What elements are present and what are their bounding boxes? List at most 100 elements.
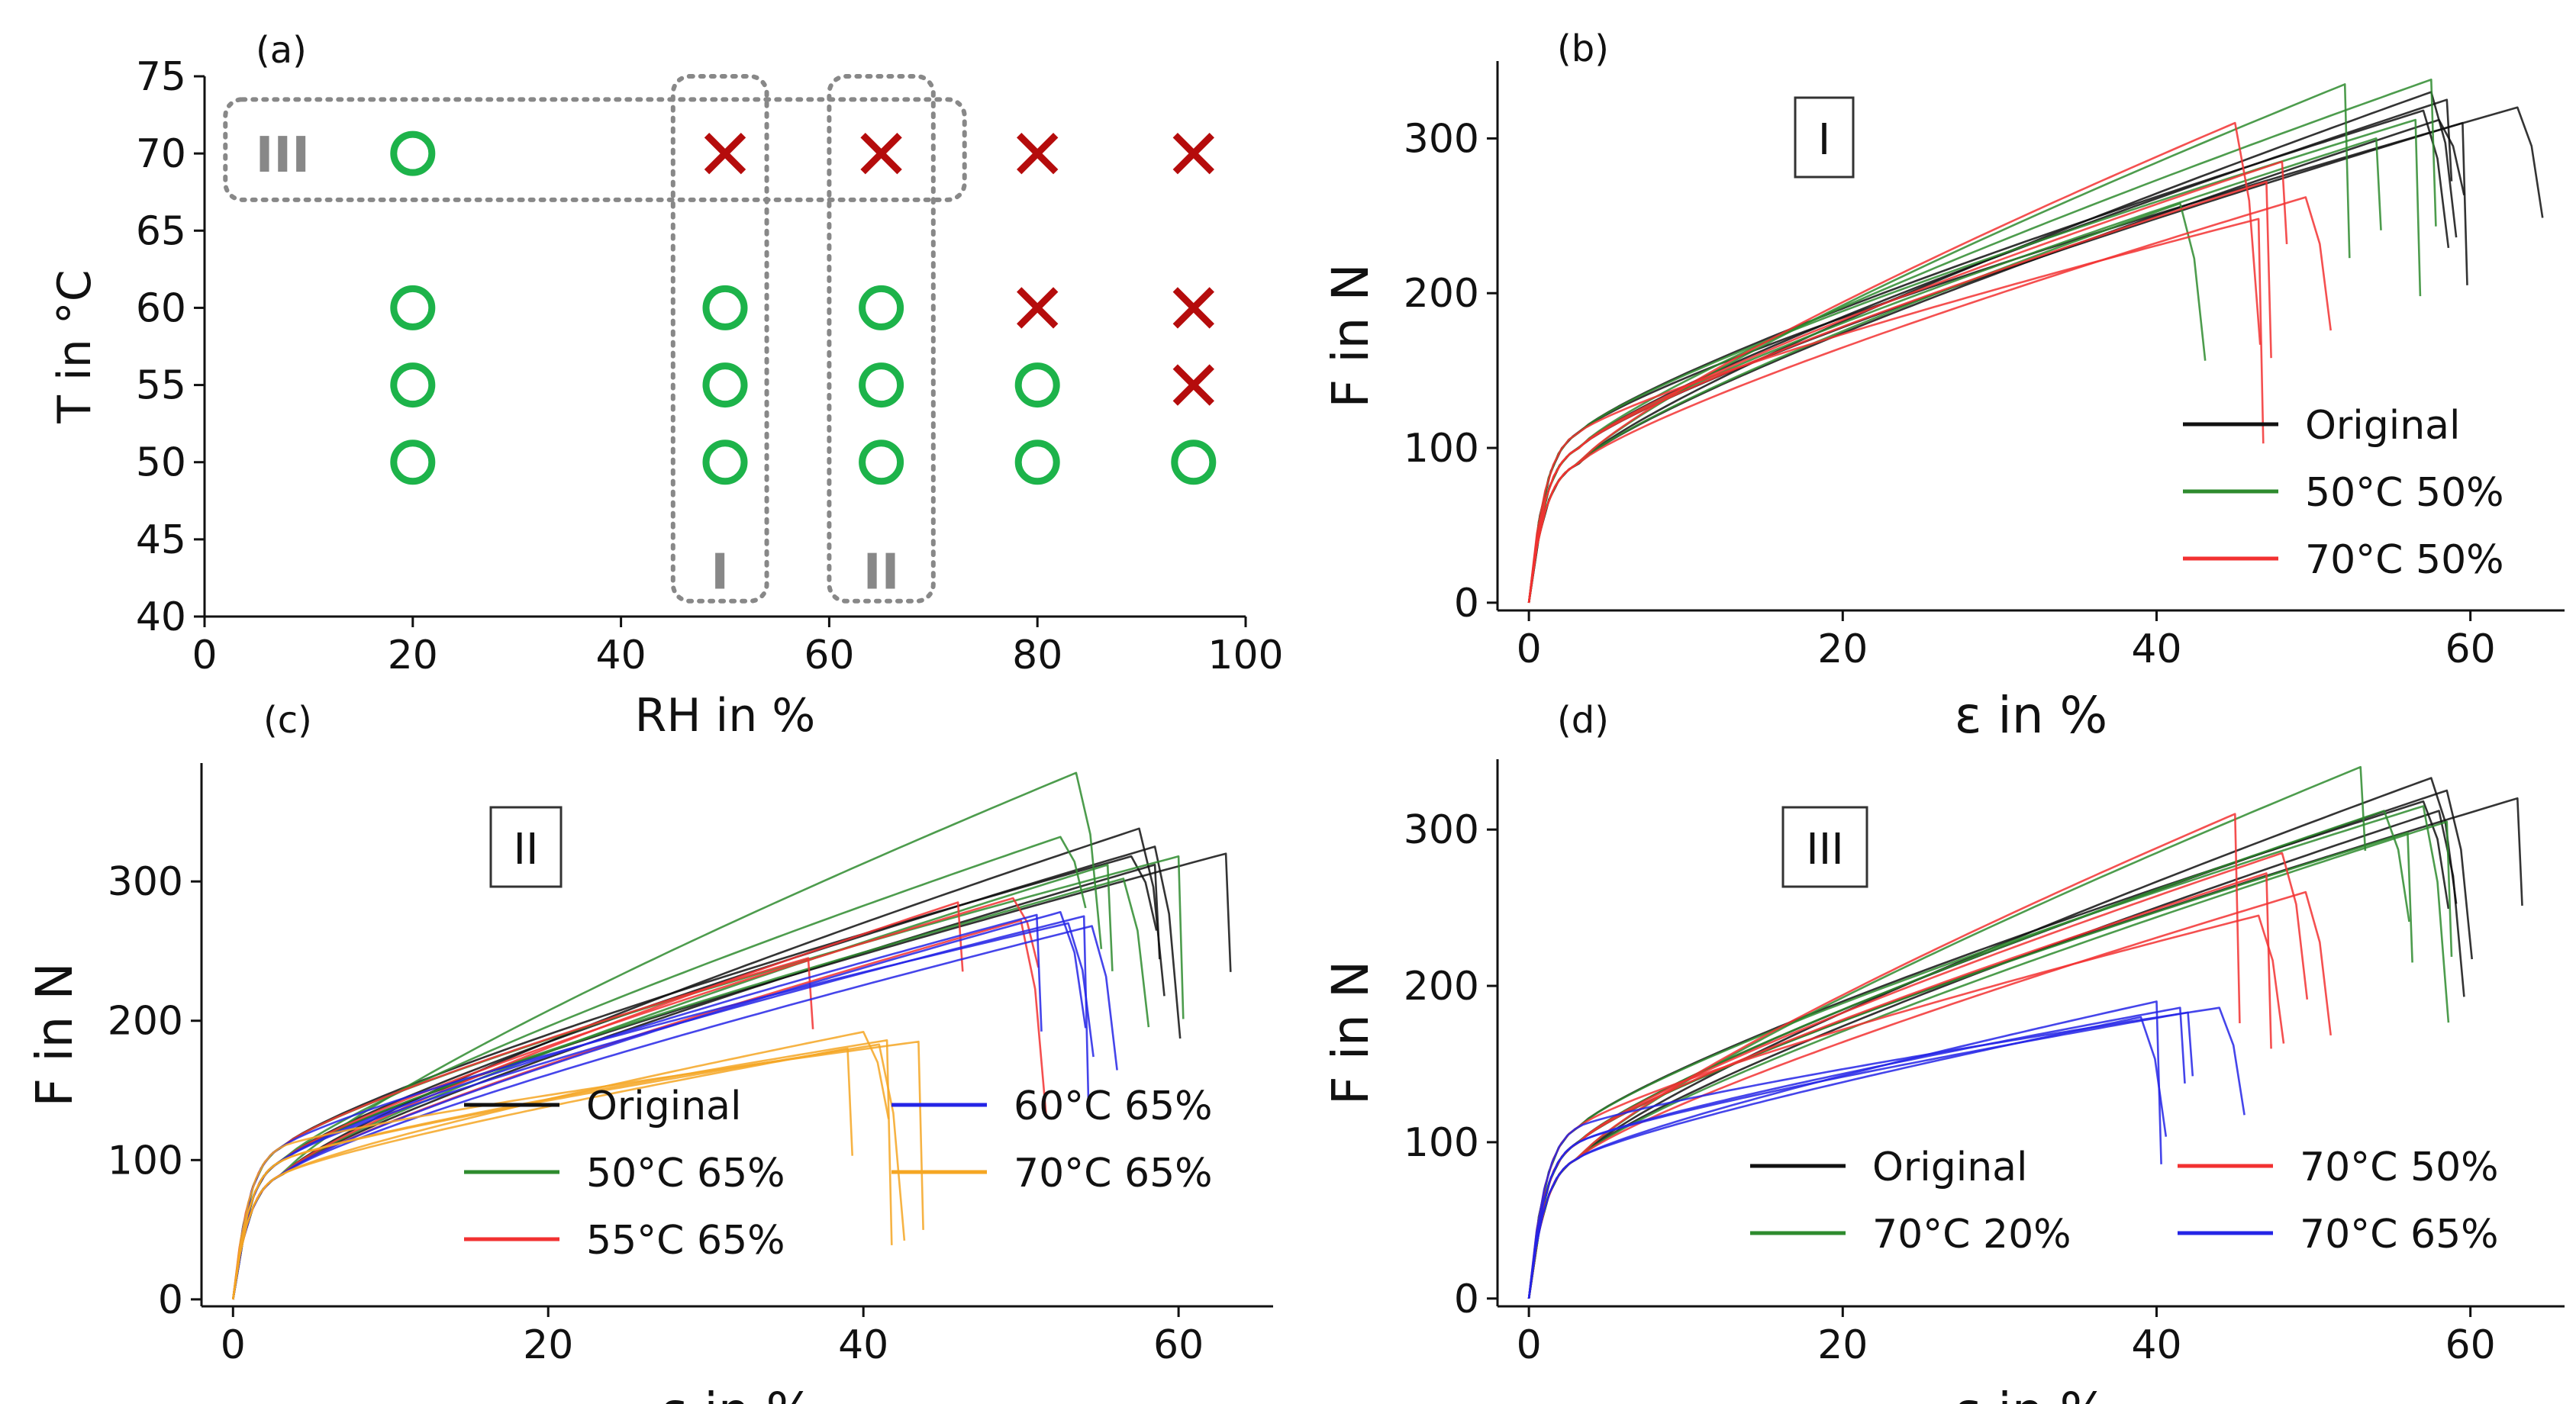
x-tick-label: 40	[2131, 1322, 2181, 1368]
curve-50-c-50-	[1527, 118, 2422, 604]
y-tick-label: 300	[1404, 116, 1479, 162]
x-tick-label: 20	[1817, 626, 1868, 672]
fail-marker-stroke	[860, 132, 902, 175]
group-label-box	[1781, 806, 1868, 888]
x-tick-label: 80	[1012, 633, 1062, 678]
legend-label: 55°C 65%	[586, 1218, 785, 1264]
panel-c-force-strain-chart: 0 20 40 60 0 100 200 300 ε in % F in N (c) II Origin…	[25, 699, 1273, 1404]
pass-marker	[390, 440, 436, 485]
y-tick-label: 300	[108, 859, 183, 905]
curve-70-c-50-	[1527, 160, 2288, 604]
fail-marker	[860, 132, 902, 175]
curve-55-c-65-	[232, 897, 1040, 1300]
pass-marker	[1014, 362, 1060, 408]
x-axis-label: ε in %	[661, 1382, 814, 1404]
y-tick-label: 200	[1404, 964, 1479, 1010]
y-axis-label: T in °C	[48, 269, 102, 423]
fail-marker-stroke	[1017, 287, 1059, 329]
curve-50-c-50-	[1527, 137, 2382, 604]
group-label: II	[513, 825, 538, 874]
curve-70-c-50-	[1527, 196, 2332, 604]
curve-70-c-65-	[1527, 1006, 2246, 1299]
pass-marker	[702, 440, 748, 485]
group-label-box	[1794, 96, 1855, 179]
y-axis-label: F in N	[1321, 263, 1380, 407]
group-box-iii	[223, 97, 967, 202]
pass-marker	[702, 362, 748, 408]
curve-50-c-50-	[1527, 83, 2351, 604]
y-tick-label: 100	[1404, 1120, 1479, 1166]
group-label-box	[489, 806, 563, 888]
curve-70-c-65-	[232, 1043, 906, 1300]
legend-label: Original	[1872, 1145, 2027, 1190]
curve-70-c-50-	[1527, 852, 2309, 1299]
curve-70-c-50-	[1527, 121, 2262, 604]
fail-marker	[1172, 364, 1214, 406]
pass-marker	[859, 362, 904, 408]
curve-70-c-65-	[232, 1031, 890, 1300]
legend-label: Original	[2305, 403, 2460, 449]
curve-55-c-65-	[232, 957, 814, 1300]
panel-d-force-strain-chart: 0 20 40 60 0 100 200 300 ε in % F in N (d) III Origi…	[1321, 699, 2565, 1404]
x-tick-label: 0	[1517, 626, 1542, 672]
curve-60-c-65-	[232, 922, 1095, 1300]
curve-original	[1527, 109, 2450, 604]
pass-marker	[702, 285, 748, 330]
legend-label: 70°C 50%	[2300, 1145, 2499, 1190]
curve-70-c-20-	[1527, 820, 2453, 1299]
group-box-ii	[827, 74, 936, 604]
group-label-iii: III	[256, 127, 310, 184]
pass-marker	[390, 285, 436, 330]
pass-marker	[390, 362, 436, 408]
x-axis-label: RH in %	[635, 689, 816, 742]
curve-60-c-65-	[232, 925, 1118, 1300]
group-box-i	[670, 74, 769, 604]
pass-marker	[859, 440, 904, 485]
curve-70-c-65-	[232, 1039, 893, 1300]
group-label-ii: II	[863, 544, 900, 601]
fail-marker-stroke	[1172, 364, 1214, 406]
curve-50-c-65-	[232, 878, 1150, 1300]
curve-original	[1527, 98, 2453, 604]
curve-original	[1527, 106, 2544, 604]
fail-marker	[704, 132, 746, 175]
curve-original	[232, 864, 1161, 1300]
y-tick-label: 100	[108, 1138, 183, 1183]
x-tick-label: 60	[1153, 1322, 1204, 1368]
y-tick-label: 55	[136, 363, 186, 409]
curve-70-c-65-	[1527, 1000, 2162, 1299]
curve-70-c-65-	[1527, 1011, 2194, 1299]
y-axis-label: F in N	[1321, 961, 1380, 1105]
y-tick-label: 0	[1454, 1277, 1479, 1322]
y-tick-label: 40	[136, 594, 186, 640]
curve-70-c-65-	[232, 1048, 853, 1300]
panel-label: (b)	[1557, 27, 1609, 70]
y-tick-label: 300	[1404, 807, 1479, 853]
panel-label: (a)	[256, 29, 307, 72]
x-tick-label: 20	[388, 633, 438, 678]
x-axis-label: ε in %	[1955, 1382, 2108, 1404]
fail-marker-stroke	[1017, 132, 1059, 175]
y-tick-label: 60	[136, 285, 186, 331]
x-tick-label: 40	[2131, 626, 2181, 672]
x-tick-label: 40	[838, 1322, 888, 1368]
x-tick-label: 40	[596, 633, 646, 678]
fail-marker-stroke	[1172, 132, 1214, 175]
curve-70-c-50-	[1527, 914, 2285, 1299]
curve-70-c-50-	[1527, 890, 2332, 1299]
panel-a-grid-chart: 0 20 40 60 80 100 40 45 50 55 60 65 70 75 RH in % T in …	[48, 29, 1284, 742]
curve-70-c-65-	[1527, 1016, 2168, 1299]
fail-marker	[1172, 287, 1214, 329]
curve-70-c-65-	[232, 1040, 924, 1300]
fail-marker-stroke	[704, 132, 746, 175]
y-tick-label: 200	[1404, 271, 1479, 317]
legend-label: 70°C 65%	[2300, 1212, 2499, 1257]
y-tick-label: 0	[158, 1277, 183, 1323]
pass-marker	[859, 285, 904, 330]
curve-original	[1527, 121, 2468, 604]
curve-70-c-50-	[1527, 217, 2265, 604]
y-tick-label: 200	[108, 999, 183, 1045]
fail-marker-stroke	[1172, 287, 1214, 329]
y-tick-label: 75	[136, 54, 186, 100]
curve-original	[1527, 118, 2465, 604]
